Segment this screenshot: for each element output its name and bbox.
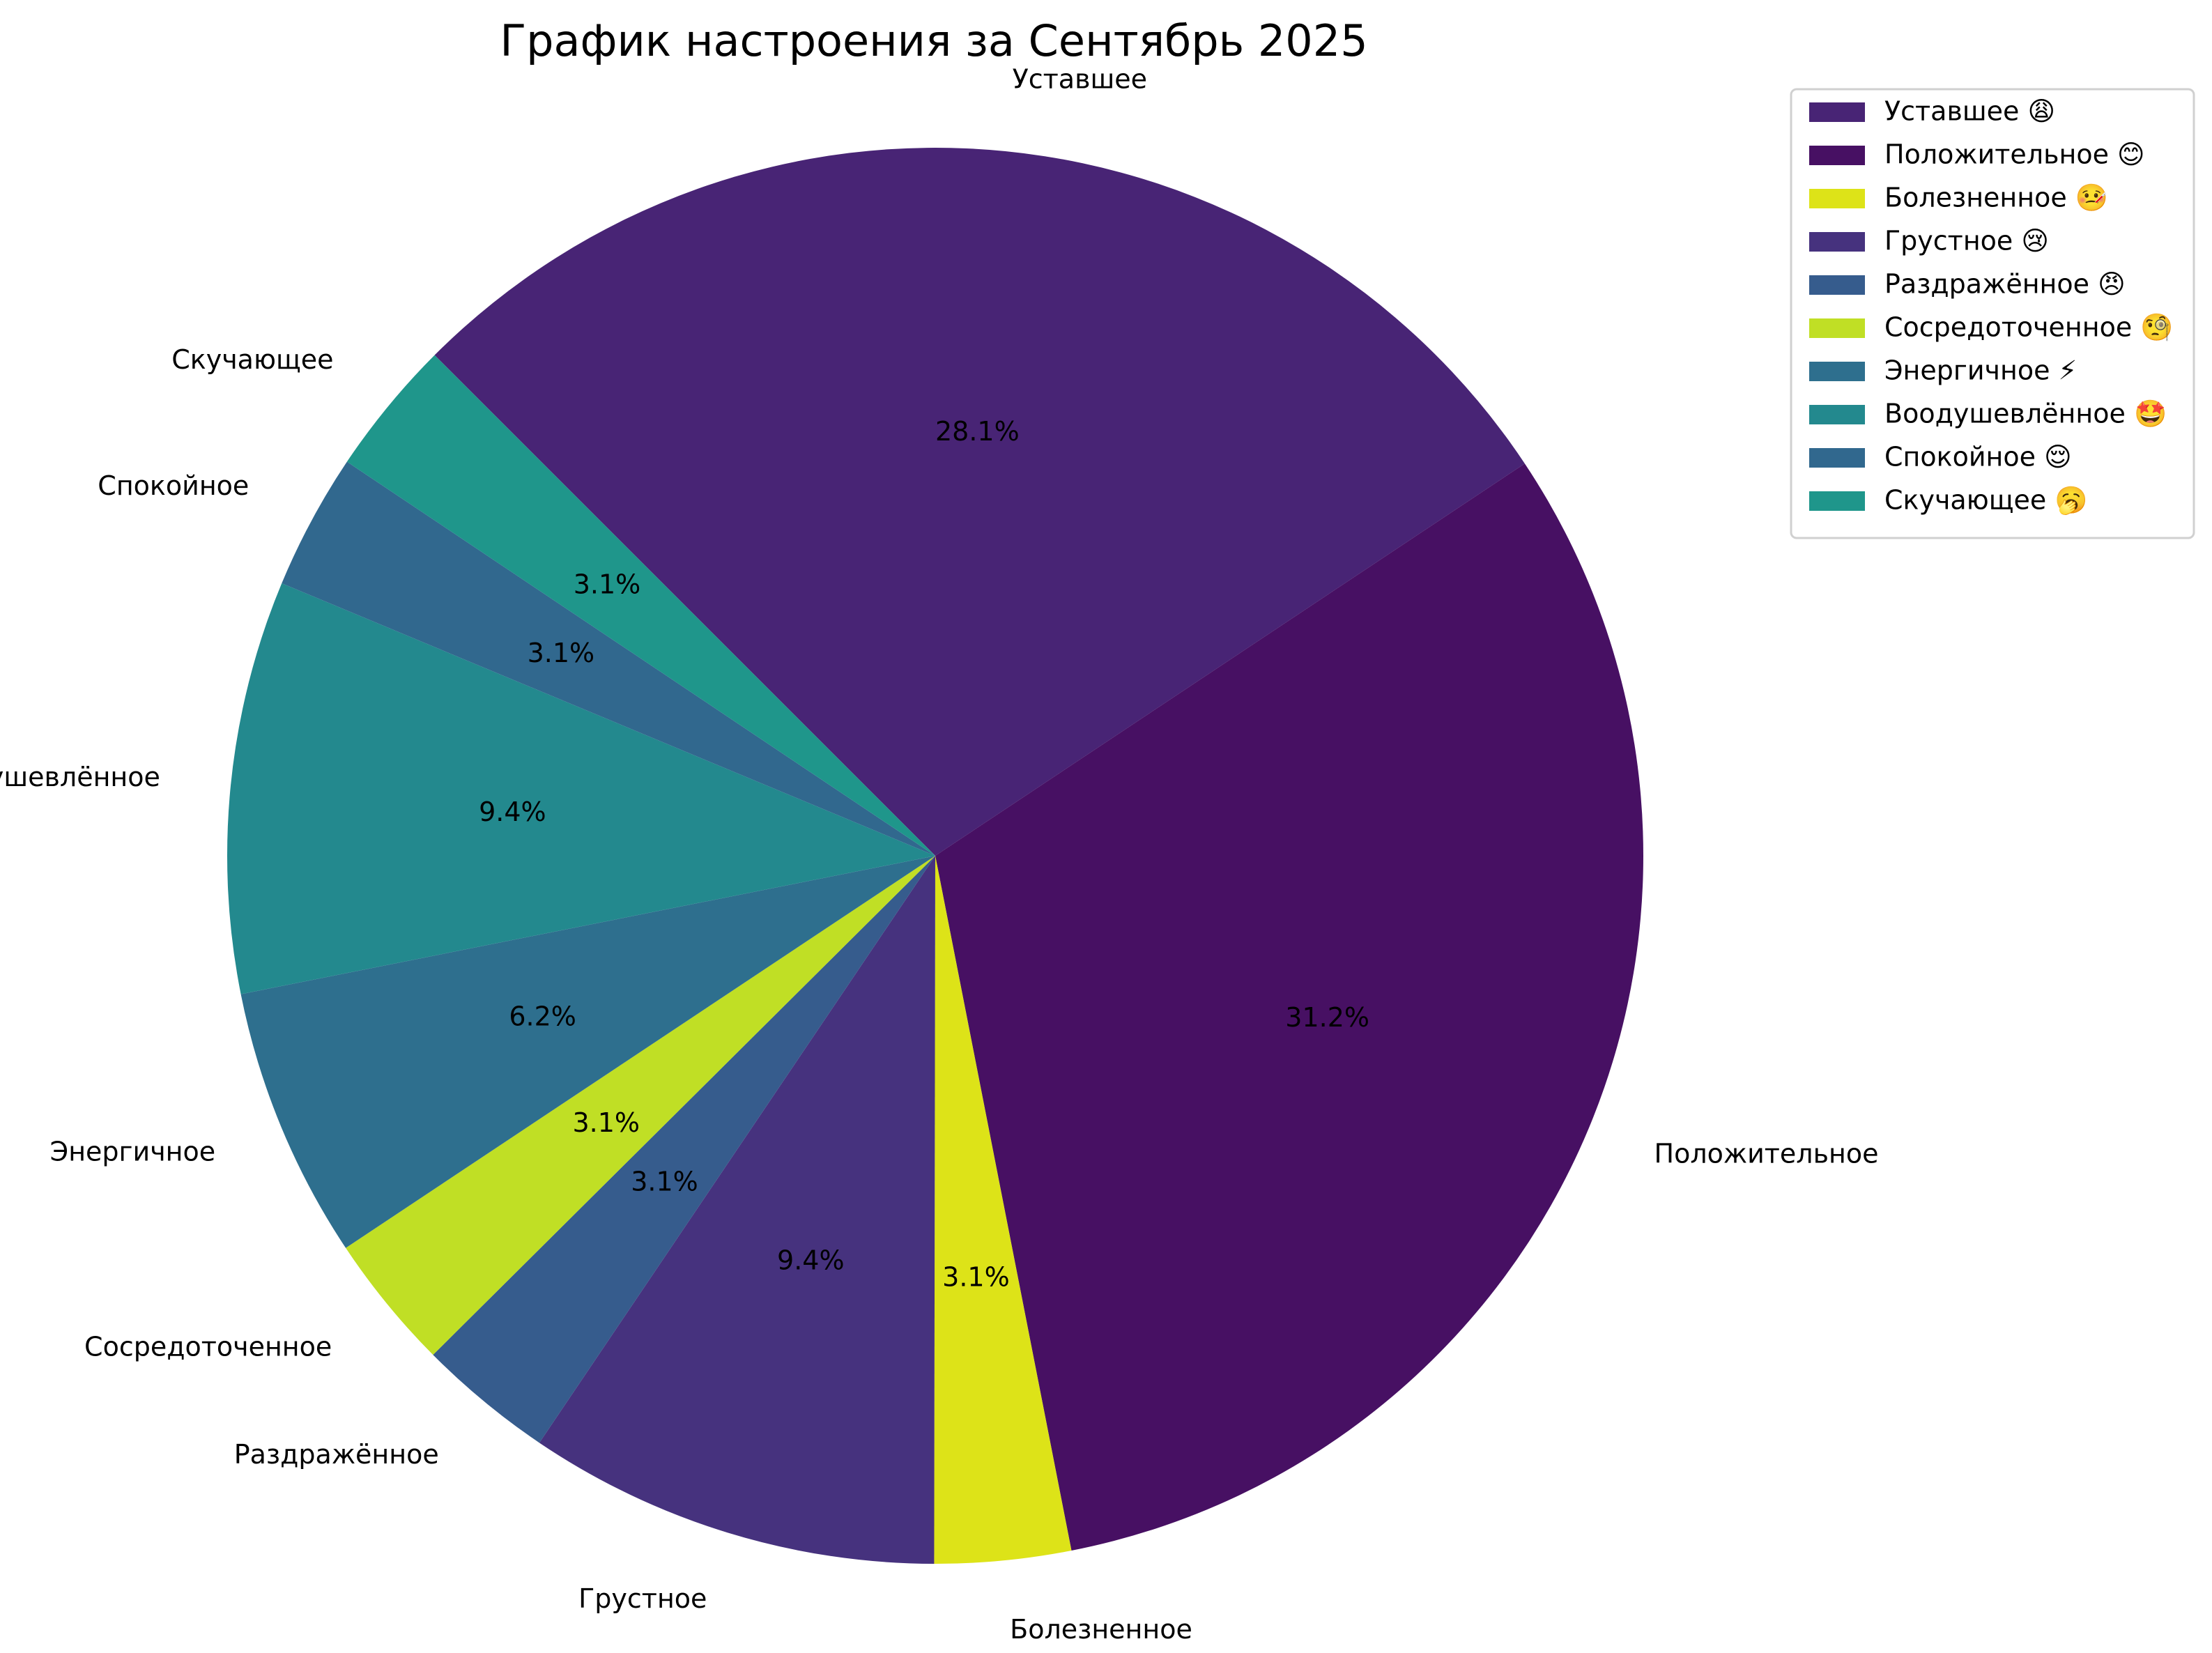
slice-label-8: Воодушевлённое [0, 762, 160, 792]
slice-label-9: Спокойное [98, 470, 249, 501]
legend-label-8: Воодушевлённое 🤩 [1884, 399, 2167, 429]
pie-slice-4 [539, 856, 935, 1564]
pie-slice-1 [434, 148, 1525, 856]
legend: Уставшее 😩 Положительное 😊 Болезненное 🤒 Гр… [1790, 88, 2195, 539]
legend-swatch-3 [1809, 189, 1865, 208]
slice-label-6: Сосредоточенное [84, 1331, 332, 1362]
slice-label-1: Уставшее [1013, 63, 1147, 94]
percent-label-2: 31.2% [1285, 1002, 1369, 1033]
percent-label-8: 9.4% [479, 797, 546, 827]
percent-label-4: 9.4% [777, 1245, 845, 1275]
legend-label-5: Раздражённое 😠 [1884, 269, 2126, 300]
legend-label-1: Уставшее 😩 [1884, 96, 2055, 127]
percent-label-6: 3.1% [573, 1107, 640, 1138]
legend-swatch-1 [1809, 102, 1865, 122]
slice-label-5: Раздражённое [234, 1439, 439, 1470]
percent-label-3: 3.1% [942, 1261, 1010, 1292]
pie-slice-3 [934, 856, 1072, 1564]
slice-label-2: Положительное [1654, 1139, 1879, 1169]
legend-swatch-7 [1809, 362, 1865, 381]
slice-label-4: Грустное [578, 1583, 707, 1614]
pie-slice-7 [240, 856, 935, 1248]
legend-label-6: Сосредоточенное 🧐 [1884, 312, 2174, 343]
legend-swatch-6 [1809, 318, 1865, 338]
pie-slices [226, 148, 1643, 1564]
legend-label-4: Грустное 😢 [1884, 226, 2049, 256]
legend-swatch-5 [1809, 275, 1865, 295]
percent-label-5: 3.1% [631, 1166, 698, 1197]
slice-label-3: Болезненное [1010, 1614, 1192, 1645]
pie-slice-10 [346, 355, 935, 856]
legend-label-3: Болезненное 🤒 [1884, 183, 2108, 213]
legend-swatch-4 [1809, 232, 1865, 252]
slice-label-7: Энергичное [50, 1136, 215, 1167]
pie-slice-8 [226, 583, 935, 994]
chart-title: График настроения за Сентябрь 2025 [500, 15, 1367, 66]
legend-frame [1790, 88, 2195, 539]
legend-swatch-9 [1809, 448, 1865, 468]
legend-swatch-8 [1809, 405, 1865, 424]
percent-label-10: 3.1% [574, 569, 641, 599]
legend-label-10: Скучающее 🥱 [1884, 485, 2088, 516]
legend-label-2: Положительное 😊 [1884, 139, 2145, 170]
pie-slice-2 [935, 463, 1643, 1551]
percent-label-9: 3.1% [528, 638, 595, 668]
pie-slice-6 [346, 856, 935, 1355]
legend-label-7: Энергичное ⚡ [1884, 355, 2077, 386]
legend-swatch-2 [1809, 146, 1865, 165]
legend-label-9: Спокойное 😌 [1884, 442, 2072, 472]
slice-labels: Уставшее Положительное Болезненное Грустное… [0, 63, 1878, 1645]
legend-swatch-10 [1809, 491, 1865, 511]
pie-slice-9 [282, 461, 936, 856]
pie-slice-5 [433, 856, 935, 1443]
percent-label-1: 28.1% [935, 416, 1020, 447]
slice-label-10: Скучающее [171, 344, 333, 375]
percent-labels: 28.1% 31.2% 3.1% 9.4% 3.1% 3.1% 6.2% 9.4% 3.1% 3.… [479, 416, 1369, 1292]
percent-label-7: 6.2% [509, 1001, 576, 1031]
